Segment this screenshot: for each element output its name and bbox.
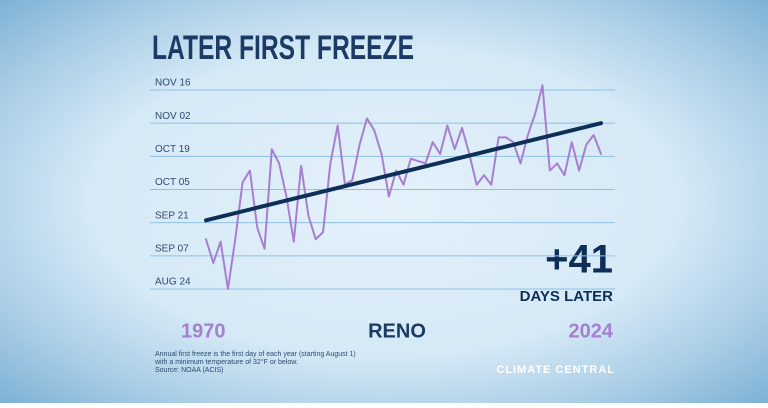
x-tick-label: 1970: [181, 320, 226, 342]
location-label: RENO: [368, 320, 426, 342]
y-tick-label: AUG 24: [155, 277, 191, 288]
y-tick-label: SEP 21: [155, 210, 189, 221]
note: Annual first freeze is the first day of …: [155, 351, 356, 358]
trend-line: [204, 121, 603, 223]
note: with a minimum temperature of 32°F or be…: [154, 358, 298, 366]
y-tick-label: NOV 02: [155, 111, 191, 122]
x-tick-label: 2024: [569, 320, 614, 342]
annotation-value: +41: [545, 238, 613, 282]
y-tick-label: NOV 16: [155, 78, 191, 89]
y-tick-label: SEP 07: [155, 243, 189, 254]
y-tick-label: OCT 19: [155, 144, 190, 155]
y-tick-label: OCT 05: [155, 177, 190, 188]
chart-title: LATER FIRST FREEZE: [152, 29, 414, 67]
data-line: [205, 84, 602, 290]
annotation-label: DAYS LATER: [520, 288, 614, 305]
note: Source: NOAA (ACIS): [155, 367, 223, 374]
brand: CLIMATE CENTRAL: [496, 364, 615, 376]
